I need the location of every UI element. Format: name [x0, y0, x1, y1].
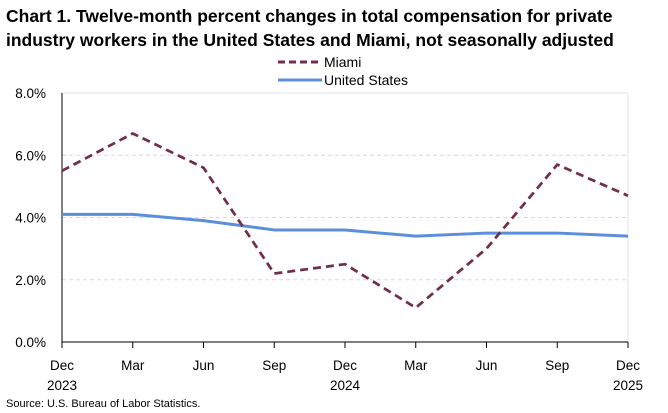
x-tick-label: Mar [121, 358, 145, 373]
x-tick-year-label: 2024 [330, 378, 361, 393]
y-tick-label: 2.0% [15, 273, 46, 288]
series-line-miami [61, 132, 629, 310]
x-tick-year-label: 2023 [47, 378, 77, 393]
chart-title: Chart 1. Twelve-month percent changes in… [6, 6, 614, 50]
x-tick-year-label: 2025 [613, 378, 643, 393]
x-tick-label: Jun [193, 358, 215, 373]
source-note: Source: U.S. Bureau of Labor Statistics. [6, 398, 201, 410]
x-tick-label: Dec [50, 358, 74, 373]
x-tick-label: Dec [333, 358, 357, 373]
legend-label: Miami [324, 54, 361, 70]
x-tick-label: Sep [262, 358, 286, 373]
x-tick-label: Dec [616, 358, 640, 373]
y-tick-label: 6.0% [15, 148, 46, 163]
y-tick-label: 0.0% [15, 335, 46, 350]
y-tick-label: 8.0% [15, 86, 46, 101]
y-tick-label: 4.0% [15, 211, 46, 226]
x-tick-label: Sep [545, 358, 569, 373]
legend-label: United States [324, 72, 408, 88]
x-tick-label: Jun [476, 358, 498, 373]
x-tick-label: Mar [404, 358, 428, 373]
